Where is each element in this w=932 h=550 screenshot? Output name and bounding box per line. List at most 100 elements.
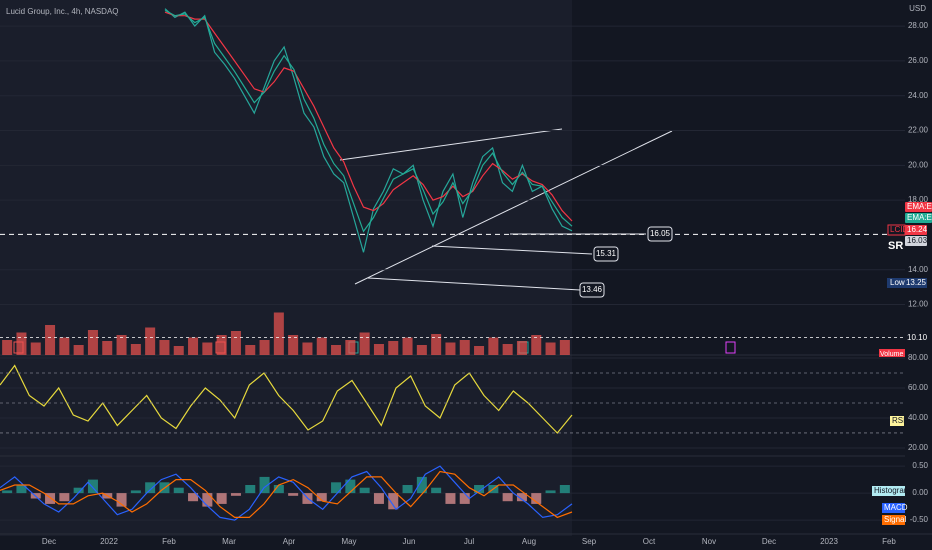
bar — [73, 345, 84, 355]
y-tick-label: 24.00 — [908, 91, 929, 100]
y-tick-label: -0.50 — [910, 515, 929, 524]
x-tick-label: Nov — [702, 537, 716, 546]
bar — [516, 493, 527, 502]
rsi-tag-bg — [890, 416, 904, 426]
rsi-label: RSI — [892, 416, 905, 425]
bar — [16, 332, 27, 355]
bar — [373, 493, 384, 504]
event-marker — [725, 341, 736, 354]
bar — [130, 344, 141, 355]
line-series — [0, 465, 573, 521]
history-region — [0, 0, 572, 536]
bar — [288, 335, 299, 355]
bar — [173, 487, 184, 494]
legend-label: EMA:EMA - 3 — [907, 213, 932, 222]
low-label: Low — [890, 278, 905, 287]
price-line-label-bg — [905, 236, 927, 246]
macd-tag-bg — [882, 503, 905, 513]
annotation-label: 16.05 — [650, 229, 671, 238]
x-tick-label: Dec — [42, 537, 56, 546]
line-series — [164, 8, 573, 253]
x-tick-label: Jun — [403, 537, 416, 546]
legend-label-bg — [905, 213, 932, 223]
bar — [273, 312, 284, 355]
annotation-label: 15.31 — [596, 249, 617, 258]
bar — [102, 341, 113, 355]
bar — [402, 485, 413, 494]
bar — [331, 345, 342, 355]
bar — [516, 341, 527, 355]
y-tick-label: 40.00 — [908, 413, 929, 422]
bar — [216, 335, 227, 355]
annotation-box — [593, 246, 619, 262]
bar — [331, 482, 342, 494]
macd-legend-label: MACD — [884, 503, 908, 512]
level-label-bg — [905, 333, 927, 343]
y-tick-label: 12.00 — [908, 300, 929, 309]
bar — [431, 334, 442, 355]
bar — [259, 340, 270, 355]
bar — [531, 335, 542, 355]
bar — [202, 493, 213, 507]
bar — [230, 331, 241, 355]
x-tick-label: Jul — [464, 537, 474, 546]
trend-line — [367, 277, 581, 291]
volume-tag-bg — [879, 349, 905, 357]
level-label: 10.10 — [907, 333, 928, 342]
bar — [173, 346, 184, 355]
x-tick-label: 2022 — [100, 537, 118, 546]
x-tick-label: Oct — [643, 537, 656, 546]
y-tick-label: 20.00 — [908, 160, 929, 169]
bar — [531, 493, 542, 504]
bar — [145, 482, 156, 494]
bar — [345, 479, 356, 494]
bar — [359, 332, 370, 355]
bar — [87, 330, 98, 355]
low-value: 13.25 — [906, 278, 927, 287]
x-tick-label: Feb — [882, 537, 896, 546]
bar — [416, 345, 427, 355]
bar — [159, 340, 170, 355]
bar — [416, 476, 427, 494]
line-series — [164, 11, 573, 222]
y-tick-label: 80.00 — [908, 353, 929, 362]
x-tick-label: Sep — [582, 537, 597, 546]
x-tick-label: 2023 — [820, 537, 838, 546]
x-tick-label: Dec — [762, 537, 776, 546]
bar — [359, 487, 370, 494]
bar — [188, 493, 199, 502]
bar — [216, 493, 227, 504]
y-tick-label: 20.00 — [908, 443, 929, 452]
bar — [459, 340, 470, 355]
macd-legend-label: Signal — [884, 515, 906, 524]
bar — [474, 346, 485, 355]
bar — [431, 487, 442, 494]
bar — [502, 493, 513, 502]
bar — [388, 341, 399, 355]
bar — [445, 493, 456, 504]
bar — [402, 337, 413, 355]
bar — [145, 327, 156, 355]
macd-tag-bg — [872, 486, 905, 496]
bar — [116, 335, 127, 355]
annotation-label: 13.46 — [582, 285, 603, 294]
bar — [288, 493, 299, 496]
chart-title: Lucid Group, Inc., 4h, NASDAQ — [6, 7, 119, 16]
y-tick-label: 28.00 — [908, 21, 929, 30]
legend-label: EMA:EMA - 4 — [907, 202, 932, 211]
bar — [488, 337, 499, 355]
x-tick-label: Feb — [162, 537, 176, 546]
y-tick-label: 14.00 — [908, 265, 929, 274]
legend-label-bg — [905, 202, 932, 212]
macd-legend-label: Histogram — [874, 486, 911, 495]
bar — [302, 342, 313, 355]
x-tick-label: Aug — [522, 537, 536, 546]
annotation-box — [647, 226, 673, 242]
bar — [230, 493, 241, 496]
bar — [45, 493, 56, 504]
volume-label: Volume — [880, 351, 903, 358]
bar — [30, 342, 41, 355]
price-line-label: 16.03 — [907, 236, 928, 245]
bar — [388, 493, 399, 510]
